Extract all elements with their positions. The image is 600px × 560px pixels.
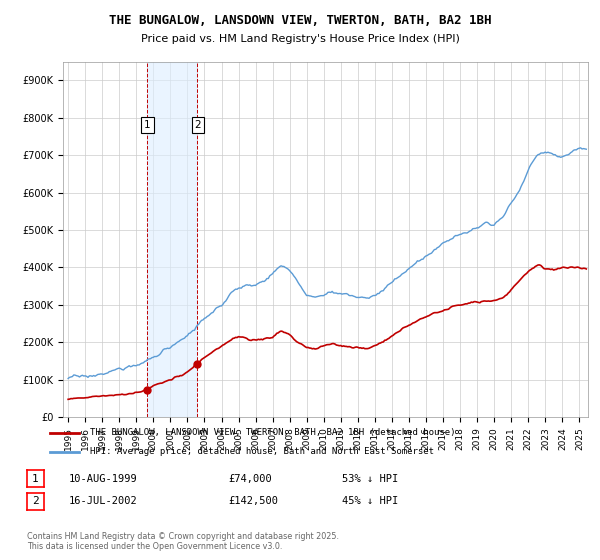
- Text: THE BUNGALOW, LANSDOWN VIEW, TWERTON, BATH, BA2 1BH (detached house): THE BUNGALOW, LANSDOWN VIEW, TWERTON, BA…: [89, 428, 455, 437]
- Text: 16-JUL-2002: 16-JUL-2002: [69, 496, 138, 506]
- Text: Price paid vs. HM Land Registry's House Price Index (HPI): Price paid vs. HM Land Registry's House …: [140, 34, 460, 44]
- Text: THE BUNGALOW, LANSDOWN VIEW, TWERTON, BATH, BA2 1BH: THE BUNGALOW, LANSDOWN VIEW, TWERTON, BA…: [109, 14, 491, 27]
- Text: 1: 1: [32, 474, 39, 484]
- Bar: [146, 62, 197, 417]
- Text: 10-AUG-1999: 10-AUG-1999: [69, 474, 138, 484]
- Text: 45% ↓ HPI: 45% ↓ HPI: [342, 496, 398, 506]
- Text: 53% ↓ HPI: 53% ↓ HPI: [342, 474, 398, 484]
- Text: 2: 2: [194, 120, 202, 130]
- Text: 2: 2: [32, 496, 39, 506]
- Text: HPI: Average price, detached house, Bath and North East Somerset: HPI: Average price, detached house, Bath…: [89, 447, 434, 456]
- Text: Contains HM Land Registry data © Crown copyright and database right 2025.
This d: Contains HM Land Registry data © Crown c…: [27, 532, 339, 552]
- Text: £142,500: £142,500: [228, 496, 278, 506]
- Text: £74,000: £74,000: [228, 474, 272, 484]
- Text: 1: 1: [144, 120, 151, 130]
